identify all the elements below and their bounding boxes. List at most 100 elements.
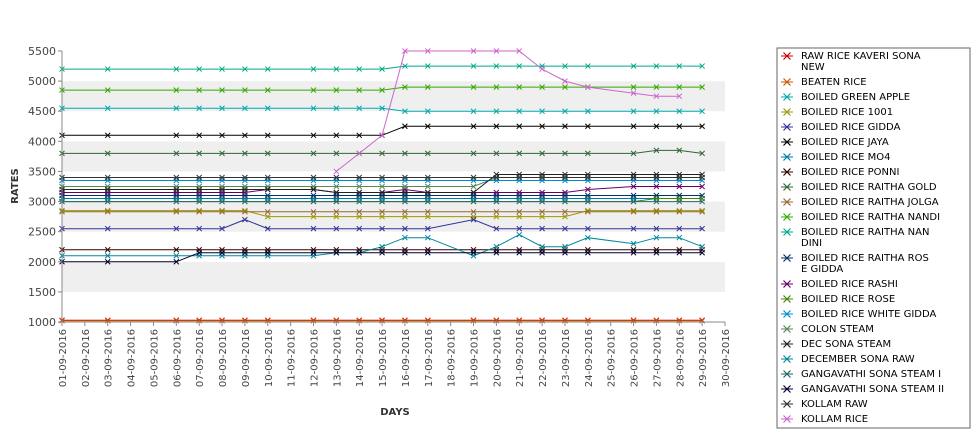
data-point	[333, 189, 340, 196]
data-point	[653, 174, 660, 181]
grid-band	[62, 291, 725, 322]
data-point	[493, 174, 500, 181]
y-tick-label: 4000	[28, 135, 56, 148]
data-point	[699, 243, 705, 250]
data-point	[356, 132, 363, 139]
x-tick-label: 27-09-2016	[652, 329, 663, 387]
y-tick-label: 4500	[28, 105, 56, 118]
legend-label: BOILED RICE MO4	[801, 152, 891, 163]
data-point	[424, 174, 431, 181]
legend-label: KOLLAM RAW	[801, 399, 868, 410]
x-tick-label: 16-09-2016	[401, 329, 412, 387]
data-point	[584, 192, 591, 199]
data-point	[333, 150, 340, 157]
data-point	[333, 198, 340, 205]
data-point	[539, 249, 545, 256]
data-point	[539, 108, 545, 115]
data-point	[173, 174, 180, 181]
y-tick-label: 3000	[28, 196, 56, 209]
legend-label: BOILED RICE ROSE	[801, 294, 895, 305]
data-point	[539, 243, 545, 250]
data-point	[630, 63, 637, 69]
data-point	[470, 63, 477, 69]
data-point	[242, 186, 248, 193]
data-point	[584, 174, 591, 181]
data-point	[242, 208, 248, 215]
x-tick-label: 23-09-2016	[561, 329, 572, 387]
data-point	[470, 150, 477, 157]
data-point	[516, 150, 523, 157]
data-point	[699, 174, 705, 181]
data-point	[653, 207, 660, 214]
data-point	[356, 208, 363, 215]
data-point	[699, 207, 705, 214]
data-point	[173, 66, 180, 72]
data-point	[379, 198, 385, 205]
data-point	[516, 84, 523, 90]
data-point	[653, 208, 660, 215]
data-point	[333, 174, 340, 181]
data-point	[356, 174, 363, 181]
data-point	[333, 66, 340, 72]
data-point	[356, 183, 363, 190]
data-point	[333, 213, 340, 220]
data-point	[104, 132, 111, 139]
data-point	[379, 208, 385, 215]
data-point	[402, 234, 408, 241]
data-point	[676, 63, 683, 69]
data-point	[493, 249, 500, 256]
data-point	[699, 249, 705, 256]
legend-label: DECEMBER SONA RAW	[801, 354, 915, 365]
data-point	[104, 225, 111, 232]
data-point	[630, 240, 637, 247]
data-point	[516, 48, 523, 54]
grid-band	[62, 231, 725, 262]
y-tick-label: 1500	[28, 286, 56, 299]
legend-label: BOILED RICE RAITHA ROS	[801, 253, 929, 264]
data-point	[584, 198, 591, 205]
data-point	[104, 198, 111, 205]
data-point	[470, 216, 477, 223]
data-point	[562, 213, 568, 220]
data-point	[104, 105, 111, 112]
data-point	[516, 123, 523, 130]
data-point	[584, 208, 591, 215]
data-point	[493, 123, 500, 130]
data-point	[653, 249, 660, 256]
data-point	[264, 192, 271, 199]
data-point	[676, 207, 683, 214]
legend-label: BOILED RICE RAITHA NAN	[801, 227, 929, 238]
series-markers	[59, 48, 705, 324]
data-point	[173, 105, 180, 112]
data-point	[402, 208, 408, 215]
data-point	[424, 189, 431, 196]
series-line	[335, 50, 680, 172]
data-point	[310, 225, 317, 232]
data-point	[516, 249, 523, 256]
data-point	[379, 150, 385, 157]
data-point	[379, 189, 385, 196]
data-point	[539, 225, 545, 232]
data-point	[630, 198, 637, 205]
data-point	[242, 150, 248, 157]
x-axis-label: DAYS	[380, 407, 410, 418]
data-point	[310, 105, 317, 112]
data-point	[196, 198, 203, 205]
data-point	[104, 208, 111, 215]
data-point	[562, 225, 568, 232]
data-point	[424, 225, 431, 232]
data-point	[402, 249, 408, 256]
data-point	[264, 208, 271, 215]
data-point	[516, 198, 523, 205]
data-point	[196, 66, 203, 72]
legend-label: BOILED RICE JAYA	[801, 137, 889, 148]
data-point	[104, 252, 111, 259]
data-point	[310, 87, 317, 93]
data-point	[630, 183, 637, 190]
data-point	[699, 123, 705, 130]
data-point	[584, 108, 591, 115]
legend-label: BOILED RICE WHITE GIDDA	[801, 309, 937, 320]
data-point	[584, 63, 591, 69]
data-point	[264, 87, 271, 93]
